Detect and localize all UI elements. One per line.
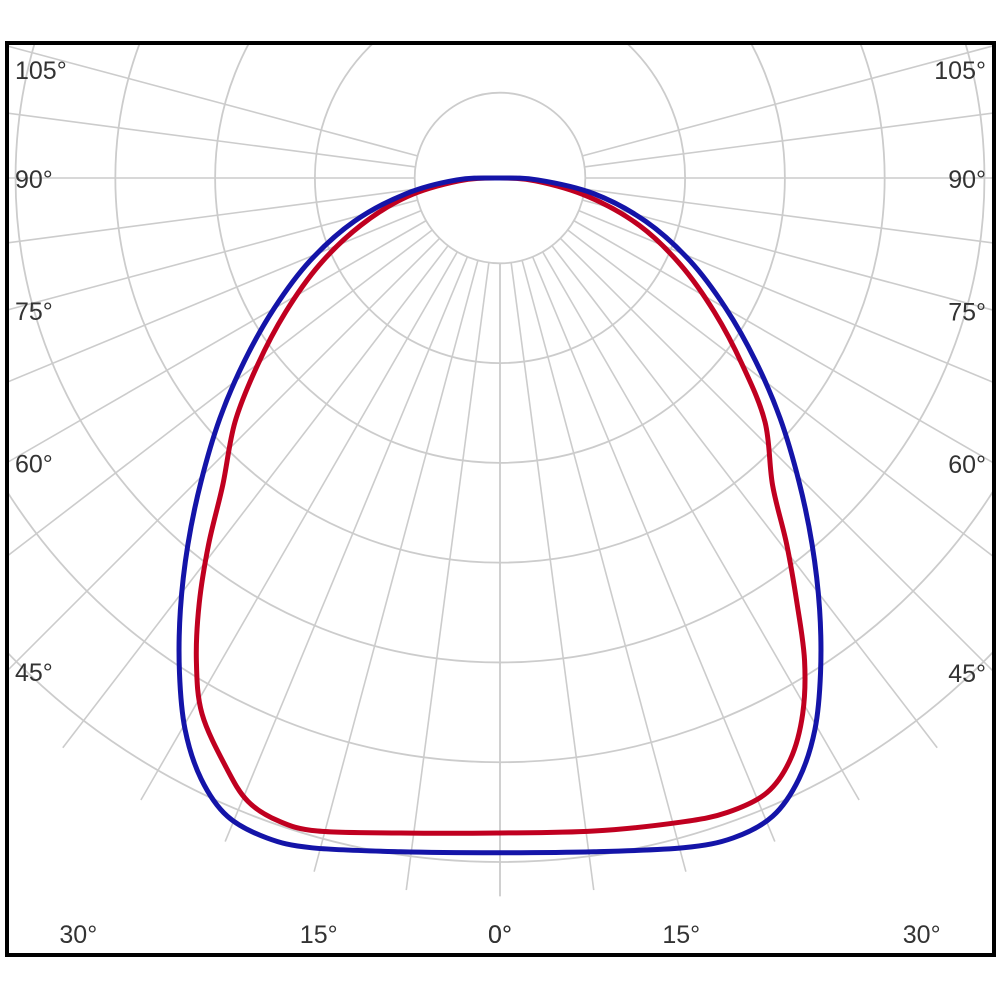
svg-text:45°: 45° [15,659,53,687]
svg-text:15°: 15° [662,921,700,949]
svg-text:75°: 75° [948,298,986,326]
svg-text:15°: 15° [300,921,338,949]
svg-text:0°: 0° [488,921,512,949]
svg-text:105°: 105° [934,57,986,85]
svg-text:45°: 45° [948,660,986,688]
svg-text:30°: 30° [903,921,941,949]
svg-text:75°: 75° [15,298,53,326]
svg-text:90°: 90° [948,166,986,194]
svg-text:30°: 30° [59,921,97,949]
svg-text:90°: 90° [15,166,53,194]
svg-text:105°: 105° [15,57,67,85]
svg-text:60°: 60° [15,451,53,479]
svg-text:60°: 60° [948,451,986,479]
